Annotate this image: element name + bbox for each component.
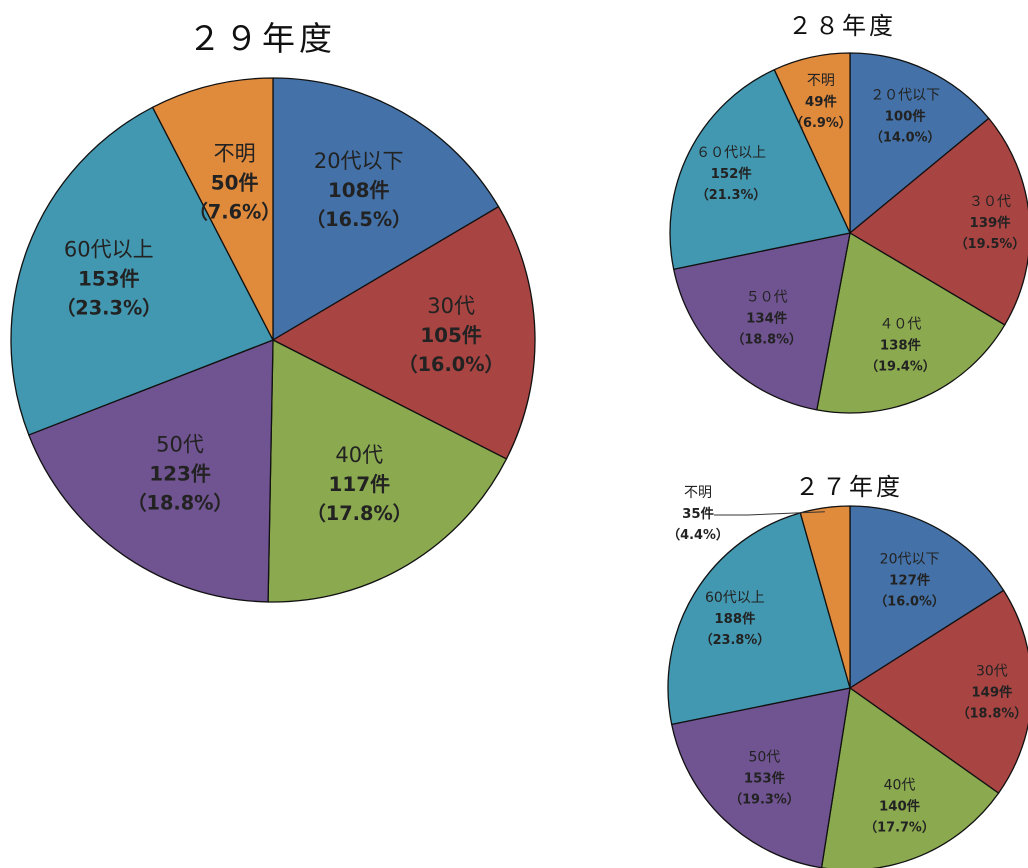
slice-category-label: 60代以上 bbox=[64, 237, 154, 261]
pie-slice-4 bbox=[10, 106, 274, 436]
slice-category-label: 20代以下 bbox=[880, 551, 940, 567]
slice-count-label: 149件 bbox=[971, 684, 1012, 701]
chart-title: ２８年度 bbox=[788, 12, 896, 40]
slice-percent-label: （19.4%） bbox=[865, 358, 935, 374]
slice-percent-label: （23.3%） bbox=[56, 296, 162, 319]
slice-percent-label: （17.7%） bbox=[864, 819, 934, 835]
pie-svg: 20代以下 108件 （16.5%） 30代 105件 （16.0%） 40代 117件 （17… bbox=[10, 77, 536, 603]
slice-count-label: 139件 bbox=[969, 214, 1010, 231]
slice-percent-label: （19.5%） bbox=[955, 236, 1025, 252]
pie-slice-0 bbox=[849, 52, 990, 234]
slice-percent-label: （6.9%） bbox=[790, 115, 851, 131]
pie-slice-3 bbox=[673, 232, 851, 411]
pie-chart-h28: ２８年度 ２０代以下 100件 （14.0%） ３０代 139件 （19.5%） ４０代 13… bbox=[640, 0, 1028, 430]
slice-category-label: 不明 bbox=[214, 142, 256, 166]
pie-slice-5 bbox=[773, 52, 851, 234]
slice-count-label: 35件 bbox=[682, 505, 714, 522]
slice-category-label: ３０代 bbox=[969, 194, 1011, 210]
slice-percent-label: （16.0%） bbox=[874, 593, 944, 609]
slice-percent-label: （19.3%） bbox=[729, 791, 799, 807]
slice-percent-label: （18.8%） bbox=[127, 492, 233, 515]
slice-count-label: 117件 bbox=[329, 472, 391, 496]
pie-slice-4 bbox=[667, 512, 851, 725]
slice-category-label: 60代以上 bbox=[705, 590, 765, 606]
slice-category-label: 40代 bbox=[884, 777, 916, 793]
slice-percent-label: （14.0%） bbox=[870, 130, 940, 146]
slice-count-label: 100件 bbox=[885, 108, 926, 125]
pie-slice-5 bbox=[151, 77, 274, 341]
slice-category-label: ２０代以下 bbox=[870, 88, 940, 104]
slice-percent-label: （16.5%） bbox=[306, 208, 412, 231]
pie-slice-0 bbox=[272, 77, 500, 341]
pie-chart-h27: ２７年度 20代以下 127件 （16.0%） 30代 149件 （18.8%） 40代 14… bbox=[640, 455, 1028, 868]
pie-svg: ２０代以下 100件 （14.0%） ３０代 139件 （19.5%） ４０代 138件 （19… bbox=[669, 52, 1028, 414]
slice-percent-label: （7.6%） bbox=[189, 201, 281, 224]
slice-category-label: 30代 bbox=[427, 294, 475, 318]
pie-slice-2 bbox=[267, 339, 508, 603]
chart-title: ２９年度 bbox=[188, 19, 336, 58]
slice-category-label: ６０代以上 bbox=[696, 145, 766, 161]
slice-category-label: 50代 bbox=[748, 749, 780, 765]
pie-slice-2 bbox=[816, 232, 1006, 414]
slice-category-label: 不明 bbox=[807, 73, 835, 89]
pie-slice-3 bbox=[671, 687, 851, 868]
slice-percent-label: （16.0%） bbox=[398, 353, 504, 376]
pie-slice-1 bbox=[849, 117, 1028, 326]
slice-percent-label: （4.4%） bbox=[667, 527, 728, 543]
slice-count-label: 188件 bbox=[714, 610, 755, 627]
slice-category-label: 30代 bbox=[976, 664, 1008, 680]
pie-slice-4 bbox=[669, 69, 851, 270]
slice-category-label: 50代 bbox=[156, 433, 204, 457]
pie-chart-h29: ２９年度 20代以下 108件 （16.5%） 30代 105件 （16.0%） 40代 11… bbox=[0, 0, 560, 640]
slice-count-label: 108件 bbox=[328, 178, 390, 202]
slice-category-label: ５０代 bbox=[746, 290, 788, 306]
chart-title: ２７年度 bbox=[795, 473, 903, 501]
slice-category-label: 40代 bbox=[335, 443, 383, 467]
slice-category-label: ４０代 bbox=[879, 316, 921, 332]
slice-count-label: 50件 bbox=[211, 171, 259, 195]
pie-slice-3 bbox=[28, 339, 274, 603]
pie-slice-2 bbox=[820, 687, 1000, 868]
slice-percent-label: （21.3%） bbox=[696, 187, 766, 203]
slice-percent-label: （23.8%） bbox=[700, 632, 770, 648]
slice-count-label: 140件 bbox=[879, 797, 920, 814]
slice-percent-label: （17.8%） bbox=[306, 502, 412, 525]
leader-line bbox=[714, 511, 825, 516]
pie-slice-1 bbox=[849, 589, 1028, 794]
slice-category-label: 20代以下 bbox=[314, 149, 404, 173]
slice-count-label: 123件 bbox=[149, 462, 211, 486]
slice-category-label: 不明 bbox=[684, 485, 712, 501]
slice-count-label: 138件 bbox=[880, 336, 921, 353]
slice-count-label: 152件 bbox=[711, 165, 752, 182]
pie-slice-0 bbox=[849, 505, 1005, 689]
slice-count-label: 105件 bbox=[420, 323, 482, 347]
slice-count-label: 134件 bbox=[746, 310, 787, 327]
pie-svg: 20代以下 127件 （16.0%） 30代 149件 （18.8%） 40代 140件 （17… bbox=[667, 485, 1028, 868]
slice-count-label: 127件 bbox=[889, 571, 930, 588]
slice-count-label: 49件 bbox=[805, 93, 837, 110]
slice-percent-label: （18.8%） bbox=[731, 332, 801, 348]
slice-count-label: 153件 bbox=[744, 769, 785, 786]
slice-count-label: 153件 bbox=[78, 266, 140, 290]
pie-slice-1 bbox=[272, 205, 536, 460]
slice-percent-label: （18.8%） bbox=[957, 706, 1027, 722]
